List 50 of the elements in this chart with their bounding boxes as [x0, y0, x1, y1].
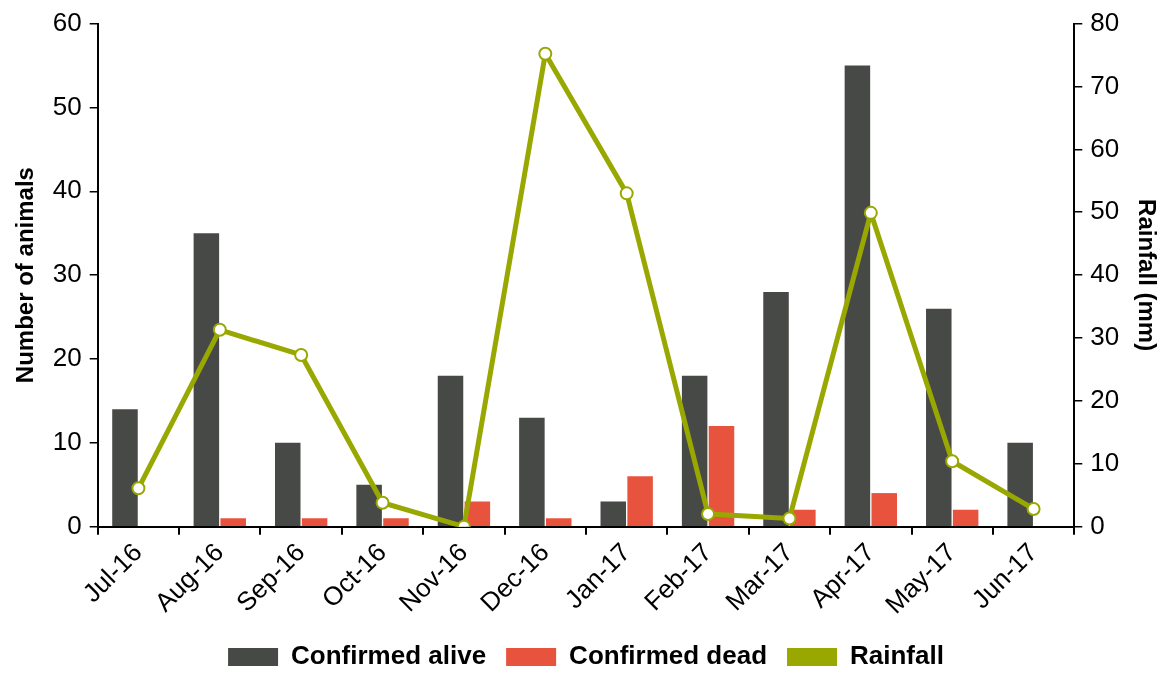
point: [701, 507, 716, 522]
bar: [952, 509, 979, 526]
y2-tick-label: 10: [1090, 446, 1120, 477]
y2-tick-label: 60: [1090, 132, 1120, 163]
point: [782, 511, 797, 526]
bar: [871, 493, 898, 526]
point: [294, 347, 309, 362]
bar: [844, 65, 871, 526]
bar: [274, 442, 301, 526]
y2-axis-title: Rainfall (mm): [1133, 199, 1161, 352]
y2-tick-label: 20: [1090, 384, 1120, 415]
y2-tick-label: 30: [1090, 321, 1120, 352]
point: [1026, 502, 1041, 517]
y-tick-label: 20: [52, 342, 82, 373]
point: [538, 46, 553, 61]
y2-tick-label: 70: [1090, 69, 1120, 100]
point: [619, 186, 634, 201]
y2-tick-label: 80: [1090, 6, 1120, 37]
point: [375, 495, 390, 510]
bar: [708, 426, 735, 526]
point: [863, 205, 878, 220]
bar: [220, 518, 246, 526]
y-tick-label: 0: [67, 509, 82, 540]
bar: [600, 501, 627, 526]
bar: [1007, 442, 1033, 526]
y-tick-label: 30: [52, 258, 82, 289]
bar: [112, 409, 138, 526]
bar: [926, 308, 952, 526]
point: [131, 481, 146, 496]
legend-label: Rainfall: [850, 640, 944, 671]
y-tick-label: 10: [52, 425, 82, 456]
y2-tick-label: 50: [1090, 195, 1120, 226]
bar: [545, 518, 572, 526]
bar: [627, 476, 653, 526]
y-axis-title: Number of animals: [11, 167, 39, 384]
bar: [519, 417, 545, 526]
bar: [763, 291, 789, 526]
legend-label: Confirmed dead: [569, 640, 768, 671]
bar: [301, 518, 328, 526]
y-tick-label: 60: [52, 6, 82, 37]
bar: [437, 375, 464, 526]
point: [945, 454, 960, 469]
y-tick-label: 50: [52, 90, 82, 121]
y-tick-label: 40: [52, 174, 82, 205]
bar: [193, 233, 220, 526]
y2-tick-label: 40: [1090, 258, 1120, 289]
bar: [383, 518, 409, 526]
y2-tick-label: 0: [1090, 509, 1105, 540]
legend-label: Confirmed alive: [291, 640, 487, 671]
point: [212, 322, 227, 337]
